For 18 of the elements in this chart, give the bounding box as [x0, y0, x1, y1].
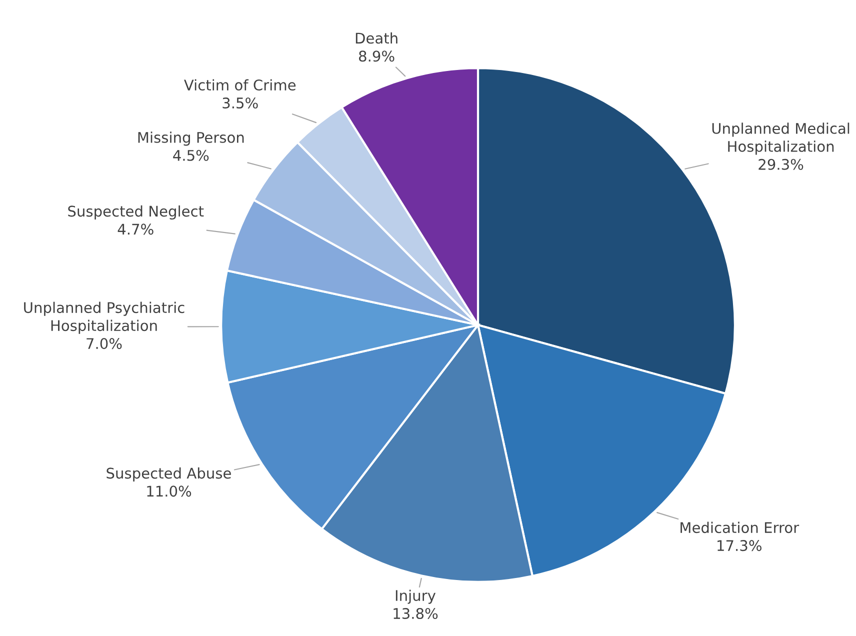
data-label: 4.5% — [173, 150, 209, 161]
slice-label: Missing Person — [138, 132, 244, 146]
data-label: 29.3% — [758, 158, 804, 170]
data-label: 7.0% — [86, 338, 122, 350]
data-label: 8.9% — [359, 50, 394, 62]
slice-label: Medication Error — [680, 522, 800, 534]
data-label: 17.3% — [718, 540, 762, 552]
slice-label: Unplanned Medical Hospitalization — [712, 122, 850, 155]
slice-label: Suspected Abuse — [106, 467, 231, 482]
data-label: 13.8% — [394, 608, 438, 620]
data-label: 3.5% — [222, 97, 258, 109]
slice-label: Injury — [396, 590, 436, 604]
slice-label: Death — [356, 32, 398, 44]
data-label: 4.7% — [118, 224, 154, 235]
slice-label: Victim of Crime — [184, 79, 296, 91]
data-label: 11.0% — [147, 486, 192, 497]
slice-label: Unplanned Psychiatric Hospitalization — [24, 302, 184, 334]
slice-label: Suspected Neglect — [68, 205, 204, 220]
